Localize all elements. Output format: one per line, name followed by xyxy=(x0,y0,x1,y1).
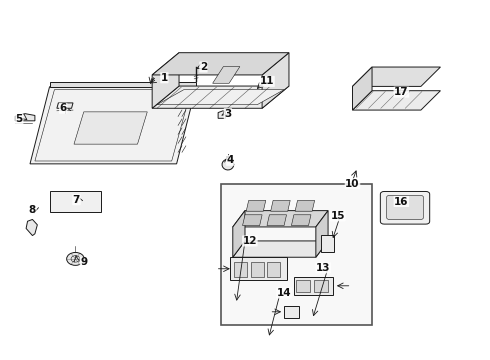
Polygon shape xyxy=(230,257,287,280)
Polygon shape xyxy=(57,103,73,108)
Polygon shape xyxy=(270,201,290,211)
Polygon shape xyxy=(284,306,299,318)
Text: 15: 15 xyxy=(331,211,345,221)
Polygon shape xyxy=(292,215,311,226)
Polygon shape xyxy=(222,159,234,170)
Polygon shape xyxy=(243,215,262,226)
Polygon shape xyxy=(26,220,37,235)
Polygon shape xyxy=(352,67,372,110)
FancyBboxPatch shape xyxy=(380,192,430,224)
Polygon shape xyxy=(49,192,101,212)
Text: 10: 10 xyxy=(345,179,360,189)
Bar xyxy=(251,262,264,277)
Polygon shape xyxy=(152,53,289,75)
Bar xyxy=(194,67,198,69)
Text: 13: 13 xyxy=(316,263,330,273)
Circle shape xyxy=(67,252,84,265)
Polygon shape xyxy=(213,67,240,83)
Polygon shape xyxy=(295,201,315,211)
Polygon shape xyxy=(316,211,328,257)
Polygon shape xyxy=(352,67,441,86)
Polygon shape xyxy=(152,86,289,108)
Polygon shape xyxy=(15,114,35,121)
Text: 12: 12 xyxy=(243,236,257,246)
Polygon shape xyxy=(233,211,245,257)
Polygon shape xyxy=(157,90,284,105)
Text: 1: 1 xyxy=(161,73,168,83)
Polygon shape xyxy=(218,111,225,118)
Text: 5: 5 xyxy=(16,114,23,124)
Polygon shape xyxy=(262,53,289,108)
Circle shape xyxy=(88,198,99,206)
Polygon shape xyxy=(30,87,196,164)
Text: 17: 17 xyxy=(394,87,409,97)
Text: 16: 16 xyxy=(394,197,409,207)
Bar xyxy=(234,262,247,277)
Polygon shape xyxy=(152,53,179,108)
Text: 2: 2 xyxy=(200,62,207,72)
Text: 3: 3 xyxy=(224,109,231,119)
Polygon shape xyxy=(321,235,334,252)
Text: 6: 6 xyxy=(60,103,67,113)
Text: 8: 8 xyxy=(29,206,36,216)
Bar xyxy=(220,184,372,325)
Bar xyxy=(314,280,328,292)
Text: 9: 9 xyxy=(80,257,87,267)
Text: 11: 11 xyxy=(260,76,274,86)
Polygon shape xyxy=(246,201,266,211)
Text: 7: 7 xyxy=(73,195,80,205)
Polygon shape xyxy=(267,215,287,226)
Text: 4: 4 xyxy=(227,155,234,165)
Circle shape xyxy=(90,199,97,204)
Polygon shape xyxy=(352,91,441,110)
Polygon shape xyxy=(74,112,147,144)
Polygon shape xyxy=(294,277,333,295)
Bar xyxy=(268,262,280,277)
FancyBboxPatch shape xyxy=(387,195,423,220)
Text: 14: 14 xyxy=(277,288,292,298)
Polygon shape xyxy=(233,211,328,227)
Polygon shape xyxy=(49,82,196,87)
Bar xyxy=(296,280,310,292)
Polygon shape xyxy=(233,241,328,257)
